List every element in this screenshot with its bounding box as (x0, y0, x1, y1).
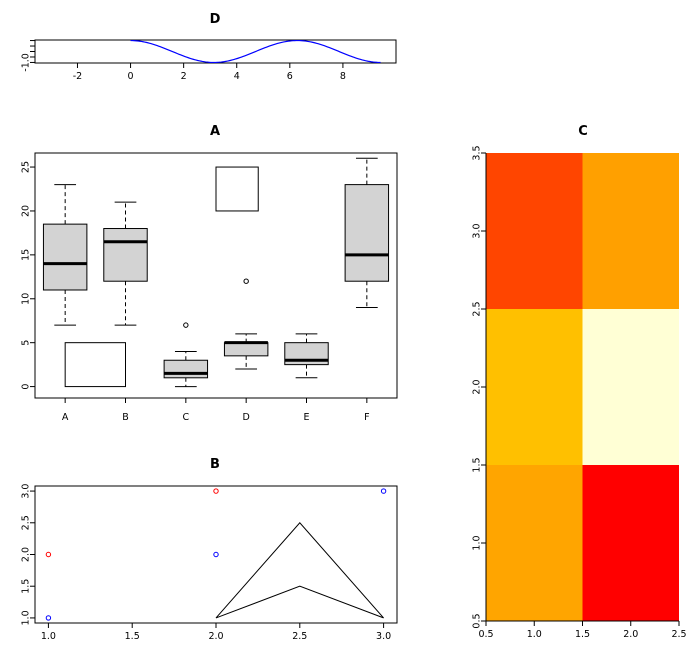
panel-c-x-tick-label: 1.5 (575, 629, 590, 640)
panel-d-x-tick-label: 2 (181, 71, 187, 82)
panel-d-y-tick-label: -1.0 (21, 53, 32, 72)
panel-b-x-tick-label: 2.5 (292, 631, 307, 642)
panel-c-y-tick-label: 3.5 (472, 145, 483, 160)
panel-a-x-tick-label: F (364, 412, 369, 423)
panel-b-point (213, 488, 219, 494)
panel-a-frame (34, 152, 398, 399)
panel-b-x-tick-label: 3.0 (376, 631, 391, 642)
panel-c-x-tick-label: 0.5 (478, 629, 493, 640)
panel-b-y-tick-label: 1.5 (21, 579, 32, 594)
panel-b-x-tick-label: 1.0 (41, 631, 56, 642)
panel-d-title: D (210, 12, 221, 27)
panel-c-y-tick-label: 1.5 (472, 457, 483, 472)
panel-a-title: A (210, 124, 220, 139)
panel-a-x-tick-label: C (183, 412, 190, 423)
panel-c-x-tick-label: 2.0 (623, 629, 638, 640)
panel-d-x-tick-label: 8 (340, 71, 346, 82)
panel-a-box-B (103, 228, 148, 282)
panel-d-x-tick-label: -2 (73, 71, 82, 82)
panel-c-y-tick-label: 1.0 (472, 535, 483, 550)
panel-b-point (380, 488, 387, 494)
panel-d-x-tick-label: 4 (234, 71, 240, 82)
panel-a-y-tick-label: 0 (21, 384, 32, 390)
panel-b-y-tick-label: 1.0 (21, 610, 32, 625)
panel-a-box-C (163, 359, 209, 379)
panel-a-y-tick-label: 15 (21, 249, 32, 261)
panel-d: -2 0 2 4 6 8 -1.0 (21, 39, 397, 82)
panel-c-cell (486, 465, 583, 621)
panel-d-cos-line (130, 39, 381, 64)
panel-a-outlier (183, 322, 189, 328)
panel-d-x-tick-label: 6 (287, 71, 293, 82)
panel-a-x-tick-label: D (243, 412, 250, 423)
panel-d-frame (34, 39, 397, 64)
panel-b-x-tick-label: 1.5 (125, 631, 140, 642)
panel-a: A B C D E F 0 5 10 15 20 25 (21, 152, 398, 423)
panel-c-cell (486, 153, 583, 309)
panel-b-point (45, 551, 52, 558)
panel-b-point (213, 551, 219, 558)
panel-b-y-tick-label: 2.5 (21, 515, 32, 530)
panel-a-rect (215, 166, 259, 212)
panel-a-y-tick-label: 5 (21, 340, 32, 346)
panel-a-rect (64, 342, 126, 388)
panel-c-cell (582, 309, 679, 465)
panel-a-x-tick-label: E (303, 412, 309, 423)
panel-c-y-tick-label: 2.0 (472, 379, 483, 394)
panel-c-y-tick-label: 0.5 (472, 613, 483, 628)
panel-c-x-tick-label: 2.5 (671, 629, 686, 640)
panel-d-x-tick-label: 0 (128, 71, 134, 82)
panel-a-x-tick-label: A (62, 412, 69, 423)
panel-c: 0.5 1.0 1.5 2.0 2.5 0.5 1.0 1.5 2.0 2.5 3.0 3.5 (472, 145, 687, 640)
panel-c-title: C (578, 124, 588, 139)
panel-b-y-tick-label: 3.0 (21, 484, 32, 499)
panel-a-y-tick-label: 25 (21, 161, 32, 173)
panel-c-cell (582, 465, 679, 621)
panel-a-x-tick-label: B (122, 412, 129, 423)
panel-b-x-tick-label: 2.0 (208, 631, 223, 642)
panel-b-polygon (215, 522, 384, 619)
panel-b-y-tick-label: 2.0 (21, 547, 32, 562)
panel-b-title: B (210, 457, 220, 472)
panel-a-outlier (243, 278, 249, 284)
panel-a-box-F (344, 184, 390, 282)
panel-b: 1.0 1.5 2.0 2.5 3.0 1.0 1.5 2.0 2.5 3.0 (21, 484, 398, 642)
panel-a-box-D (223, 342, 269, 357)
panel-c-y-tick-label: 2.5 (472, 301, 483, 316)
panel-b-point (45, 615, 52, 621)
panel-c-cell (486, 309, 583, 465)
panel-a-y-tick-label: 20 (21, 205, 32, 217)
panel-c-y-tick-label: 3.0 (472, 223, 483, 238)
panel-c-cell (582, 153, 679, 309)
panel-a-box-A (42, 223, 88, 291)
panel-a-y-tick-label: 10 (21, 293, 32, 305)
panel-c-x-tick-label: 1.0 (527, 629, 542, 640)
